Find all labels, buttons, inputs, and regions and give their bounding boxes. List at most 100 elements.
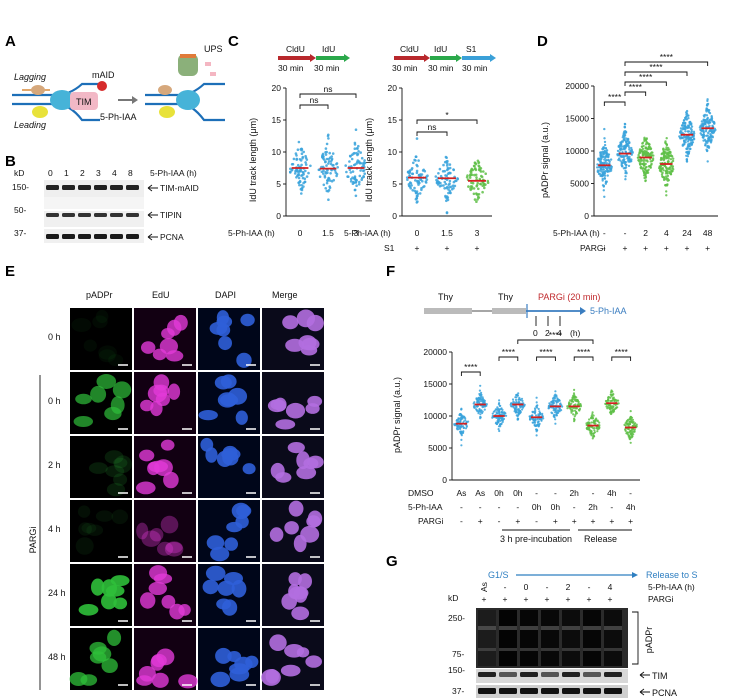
data-point (482, 170, 485, 173)
data-point (476, 401, 479, 404)
data-point (294, 152, 298, 155)
data-point (479, 410, 482, 414)
g-marker-37: 37- (452, 686, 464, 696)
band-tim-g (604, 672, 622, 677)
data-point (467, 185, 470, 188)
data-point (706, 160, 709, 163)
nucleus (226, 521, 243, 533)
panel-b: B kD 5-Ph-IAA (h) 0 1 2 3 4 8 150- 50- 37- TI… (5, 153, 199, 243)
nucleus (205, 565, 226, 581)
nucleus (270, 462, 285, 479)
data-point (497, 428, 500, 431)
data-point (482, 182, 486, 186)
data-point (671, 159, 675, 163)
data-point (455, 179, 458, 183)
data-point (464, 417, 467, 420)
data-point (481, 190, 484, 194)
data-point (647, 146, 650, 149)
data-point (533, 407, 537, 410)
data-point (327, 137, 330, 140)
smear-band (604, 648, 622, 651)
cmg-helicase (50, 90, 74, 110)
category2-label: - (610, 502, 613, 512)
data-point (710, 118, 713, 121)
data-point (603, 127, 606, 131)
data-point (486, 179, 490, 183)
nucleus (90, 385, 107, 403)
data-point (662, 178, 666, 182)
data-point (684, 127, 687, 131)
nucleus (89, 462, 108, 474)
data-point (322, 172, 325, 175)
significance-bracket (624, 71, 688, 76)
nucleus (71, 318, 92, 332)
data-point (519, 405, 523, 408)
category-label: 1.5 (441, 228, 453, 238)
nucleus (221, 448, 241, 461)
category-label: 24 (682, 228, 692, 238)
nucleus (216, 315, 233, 328)
data-point (475, 176, 478, 179)
category-label: 1.5 (322, 228, 334, 238)
data-point (670, 154, 673, 158)
data-point (471, 181, 475, 185)
data-point (302, 150, 306, 154)
data-point (555, 407, 558, 410)
data-point (491, 415, 494, 418)
data-point (444, 174, 447, 177)
data-point (295, 157, 299, 161)
data-point (664, 184, 668, 187)
data-point (604, 166, 608, 170)
data-point (517, 392, 520, 395)
data-point (348, 168, 352, 171)
data-point (297, 181, 300, 185)
data-point (597, 158, 600, 161)
data-point (707, 131, 710, 135)
data-point (623, 125, 626, 128)
smear-lane (520, 610, 538, 666)
data-point (649, 165, 652, 169)
data-point (455, 419, 458, 422)
data-point (462, 420, 465, 423)
panel-label-g: G (386, 553, 398, 570)
data-point (346, 175, 349, 178)
nucleus (153, 573, 173, 584)
data-point (445, 195, 449, 198)
data-point (434, 175, 438, 178)
data-point (406, 178, 409, 181)
data-point (574, 398, 577, 401)
band-tim-g (499, 672, 517, 677)
data-point (572, 413, 575, 416)
scheme2-time2: 30 min (428, 63, 454, 73)
significance-label: ns (324, 84, 333, 94)
data-point (629, 410, 632, 413)
y-tick-label: 10000 (423, 411, 447, 421)
data-point (475, 200, 478, 203)
smear-lane (499, 610, 517, 666)
nucleus (96, 374, 117, 389)
nucleus (227, 387, 248, 405)
data-point (350, 165, 353, 168)
data-point (619, 154, 623, 158)
category2-label: - (498, 502, 501, 512)
data-point (460, 418, 463, 421)
data-point (708, 124, 711, 128)
data-point (328, 151, 332, 155)
data-point (473, 167, 477, 171)
data-point (517, 414, 520, 417)
data-point (628, 148, 631, 151)
nucleus (306, 314, 324, 332)
maid-label: mAID (92, 70, 115, 80)
smear-lane (583, 610, 601, 666)
data-point (415, 169, 419, 173)
nucleus (114, 455, 132, 474)
data-point (638, 162, 642, 165)
data-point (624, 424, 627, 427)
data-point (623, 133, 627, 137)
data-point (640, 165, 643, 169)
data-point (629, 416, 632, 419)
significance-label: **** (639, 72, 653, 82)
data-point (353, 147, 357, 150)
significance-label: * (445, 110, 449, 120)
data-point (416, 194, 419, 198)
